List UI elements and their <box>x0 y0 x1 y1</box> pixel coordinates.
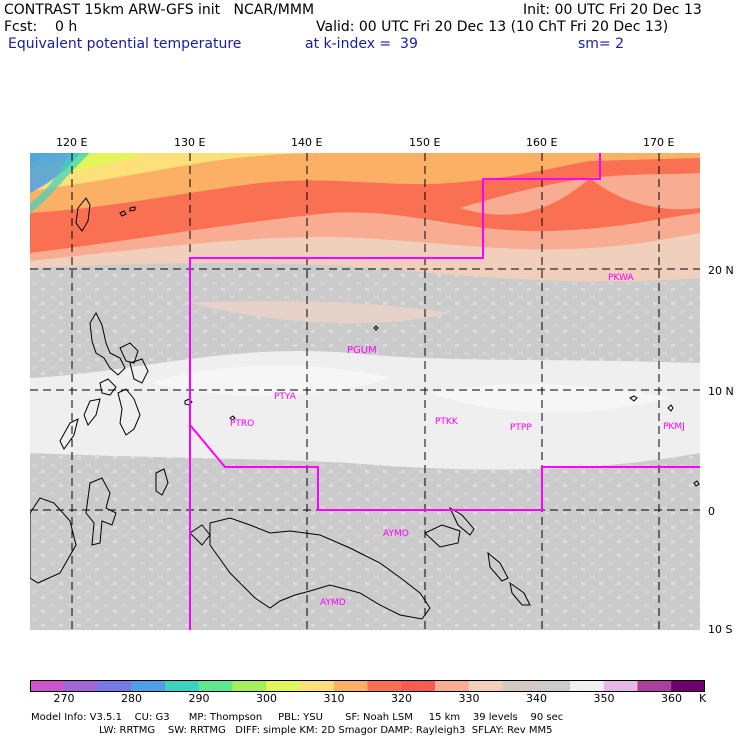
colorbar-swatch <box>30 680 65 692</box>
lon-label-170: 170 E <box>643 136 675 149</box>
colorbar-swatch <box>671 680 705 692</box>
colorbar-swatch <box>97 680 132 692</box>
colorbar-tick-label: 350 <box>593 692 615 705</box>
lat-label-10n: 10 N <box>708 385 734 398</box>
colorbar-swatch <box>300 680 335 692</box>
colorbar-tick-label: 300 <box>256 692 277 705</box>
domain-border <box>189 153 700 630</box>
colorbar-swatch <box>536 680 571 692</box>
colorbar-tick-label: 280 <box>121 692 142 705</box>
colorbar-swatch <box>198 680 233 692</box>
lon-label-150: 150 E <box>409 136 441 149</box>
graticule <box>30 153 700 630</box>
station-pkmj: PKMJ <box>663 422 685 432</box>
coastlines <box>30 197 700 620</box>
header-smoothing: sm= 2 <box>578 36 625 52</box>
lat-label-0: 0 <box>708 505 715 518</box>
colorbar-swatch <box>266 680 301 692</box>
header-field: Equivalent potential temperature <box>8 36 242 52</box>
colorbar-tick-label: 270 <box>53 692 75 705</box>
station-ptya: PTYA <box>274 392 296 402</box>
header-level: at k-index = 39 <box>305 36 418 52</box>
station-ptkk: PTKK <box>435 417 458 427</box>
field-band-light <box>30 350 700 470</box>
colorbar-swatch <box>401 680 436 692</box>
lat-label-20n: 20 N <box>708 264 734 277</box>
lon-label-130: 130 E <box>174 136 206 149</box>
colorbar-swatch <box>637 680 672 692</box>
station-aymd: AYMD <box>320 598 346 608</box>
colorbar-swatch <box>435 680 470 692</box>
colorbar-tick-label: 320 <box>391 692 412 705</box>
lon-label-120: 120 E <box>56 136 88 149</box>
colorbar-swatch <box>131 680 166 692</box>
colorbar-tick-label: 330 <box>458 692 480 705</box>
colorbar-swatch <box>232 680 267 692</box>
header-valid: Valid: 00 UTC Fri 20 Dec 13 (10 ChT Fri … <box>316 19 669 35</box>
lat-label-10s: 10 S <box>708 623 733 636</box>
colorbar-tick-label: 290 <box>188 692 210 705</box>
colorbar-swatch <box>63 680 98 692</box>
lon-label-160: 160 E <box>526 136 558 149</box>
colorbar-swatch <box>570 680 605 692</box>
colorbar <box>30 680 705 692</box>
model-info-line1: Model Info: V3.5.1 CU: G3 MP: Thompson P… <box>31 712 564 723</box>
colorbar-tick-label: 340 <box>526 692 547 705</box>
lon-label-140: 140 E <box>291 136 323 149</box>
station-pkwa: PKWA <box>608 273 634 283</box>
station-ptpp: PTPP <box>510 423 532 433</box>
station-pgum: PGUM <box>347 345 377 356</box>
field-band-325 <box>30 153 700 213</box>
theta-e-map <box>30 153 700 630</box>
station-aymo: AYMO <box>383 529 409 539</box>
colorbar-tick-label: 310 <box>323 692 345 705</box>
model-info-line2: LW: RRTMG SW: RRTMG DIFF: simple KM: 2D … <box>99 725 553 736</box>
colorbar-swatch <box>603 680 638 692</box>
colorbar-swatch <box>468 680 503 692</box>
colorbar-tick-label: 360 <box>661 692 682 705</box>
header-title: CONTRAST 15km ARW-GFS init NCAR/MMM <box>4 2 315 18</box>
header-fcst: Fcst: 0 h <box>4 19 78 35</box>
colorbar-swatch <box>367 680 402 692</box>
colorbar-unit: K <box>699 692 707 705</box>
header-init: Init: 00 UTC Fri 20 Dec 13 <box>523 2 702 18</box>
colorbar-swatch <box>333 680 368 692</box>
colorbar-swatch <box>502 680 537 692</box>
station-ptro: PTRO <box>230 419 255 429</box>
colorbar-swatch <box>165 680 200 692</box>
